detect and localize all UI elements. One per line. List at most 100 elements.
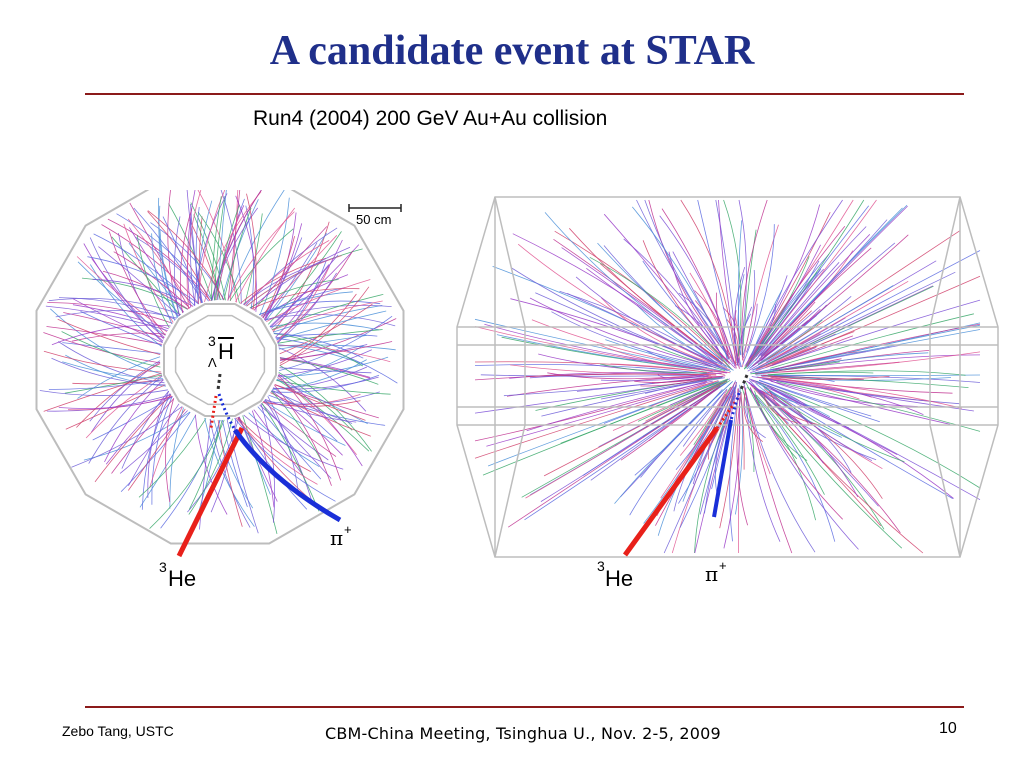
particle-track (743, 382, 816, 553)
pion-label-left: π (330, 526, 344, 550)
particle-track (119, 410, 188, 474)
particle-track (129, 227, 185, 313)
particle-track (603, 245, 724, 362)
particle-track (274, 384, 379, 419)
particle-track (129, 202, 190, 309)
particle-track (259, 404, 329, 461)
particle-track (87, 256, 199, 305)
particle-track (279, 303, 373, 355)
page-number: 10 (939, 720, 957, 737)
particle-track (668, 251, 736, 369)
side-view-detector-frame (456, 196, 999, 558)
particle-track (748, 382, 859, 498)
pion-label-right: π (705, 562, 719, 586)
particle-track (275, 239, 343, 338)
particle-track (149, 419, 225, 529)
particle-track (279, 315, 393, 371)
particle-track (127, 408, 186, 491)
particle-track (57, 318, 161, 355)
particle-track (648, 388, 719, 442)
particle-track (268, 231, 342, 325)
end-view-panel: 50 cm 3 H Λ 3 He π + (30, 190, 420, 591)
particle-track (745, 212, 831, 366)
particle-track (251, 288, 360, 310)
particle-track (650, 382, 715, 407)
particle-track (253, 409, 305, 478)
particle-track (237, 417, 311, 472)
particle-track (138, 418, 207, 498)
footer-divider (85, 706, 964, 708)
particle-track (745, 397, 781, 542)
particle-track (748, 381, 879, 507)
particle-track (210, 207, 259, 301)
particle-track (263, 400, 361, 407)
particle-track (650, 344, 726, 372)
particle-track (752, 234, 909, 367)
particle-track (770, 380, 951, 425)
pion-track-left-dotted (217, 393, 237, 431)
particle-track (645, 380, 708, 394)
particle-track (235, 195, 258, 312)
particle-track (271, 390, 324, 465)
particle-track (511, 267, 727, 370)
particle-track (746, 226, 846, 367)
particle-track (262, 236, 295, 319)
particle-track (751, 242, 896, 367)
particle-track (487, 382, 716, 467)
particle-track (631, 206, 729, 360)
particle-track (270, 374, 380, 393)
particle-track (271, 389, 353, 424)
particle-track (758, 380, 880, 423)
particle-track (559, 290, 720, 367)
particle-track (680, 199, 737, 364)
particle-track (597, 242, 724, 362)
particle-track (482, 382, 718, 476)
particle-track (756, 394, 825, 495)
particle-track (89, 237, 163, 343)
particle-track (480, 374, 702, 377)
particle-track (121, 390, 170, 469)
particle-track (767, 371, 874, 375)
particle-track (278, 344, 391, 363)
particle-track (694, 290, 729, 357)
particle-track (743, 256, 810, 370)
particle-track (749, 387, 843, 520)
particle-track (251, 410, 275, 508)
particle-track (189, 218, 196, 306)
particle-track (43, 332, 161, 364)
particle-track (273, 333, 364, 367)
particle-track (765, 275, 981, 368)
particle-track (62, 361, 163, 379)
particle-track (751, 289, 783, 355)
particle-track (734, 315, 740, 364)
particle-track (215, 204, 240, 301)
particle-track (543, 380, 727, 477)
particle-track (661, 208, 737, 369)
particle-track (637, 379, 729, 422)
particle-track (227, 190, 285, 301)
particle-track (697, 199, 739, 366)
particle-track (598, 382, 722, 448)
particle-track (659, 215, 736, 367)
particle-track (738, 199, 747, 352)
particle-track (757, 376, 962, 409)
particle-track (715, 199, 738, 353)
pion-track-left (232, 428, 342, 523)
particle-track (551, 311, 712, 368)
hypertriton-track-left (216, 373, 222, 391)
particle-track (243, 414, 344, 470)
particle-track (525, 386, 717, 499)
particle-track (92, 278, 194, 307)
particle-track (648, 199, 731, 359)
particle-track (64, 374, 162, 394)
pion-track-right (712, 419, 733, 518)
particle-track (644, 199, 730, 356)
scale-bar (348, 204, 402, 212)
particle-track (271, 300, 383, 331)
particle-track (168, 203, 213, 301)
particle-track (136, 234, 170, 329)
particle-track (474, 364, 709, 375)
particle-track (90, 361, 161, 433)
hypertriton-label: H (218, 339, 234, 364)
particle-track (766, 378, 918, 407)
